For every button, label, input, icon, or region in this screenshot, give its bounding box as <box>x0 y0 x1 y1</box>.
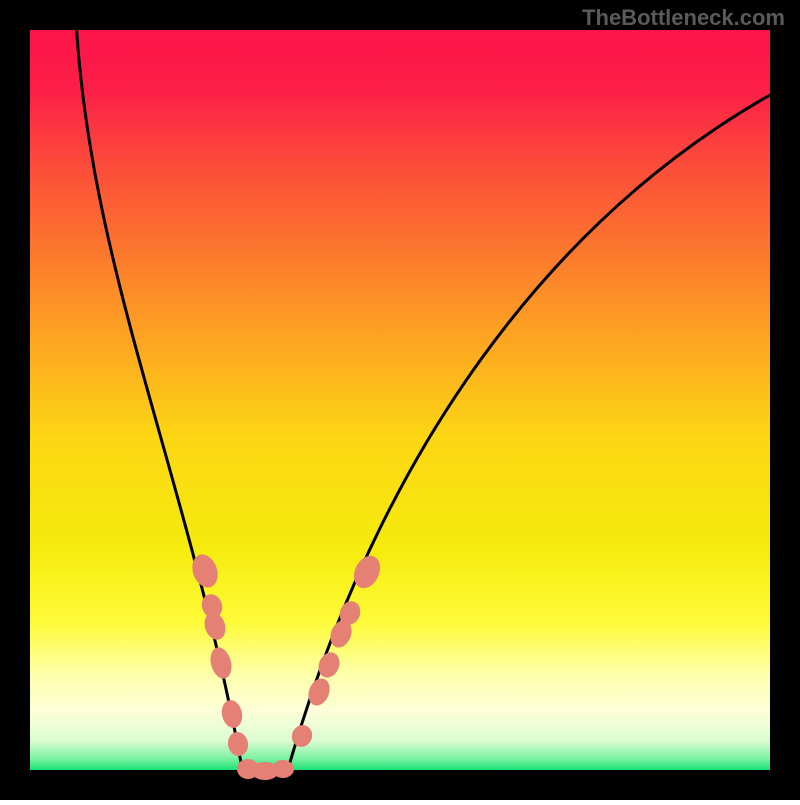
watermark-text: TheBottleneck.com <box>582 5 785 31</box>
bottleneck-chart: TheBottleneck.com <box>0 0 800 800</box>
chart-svg <box>0 0 800 800</box>
